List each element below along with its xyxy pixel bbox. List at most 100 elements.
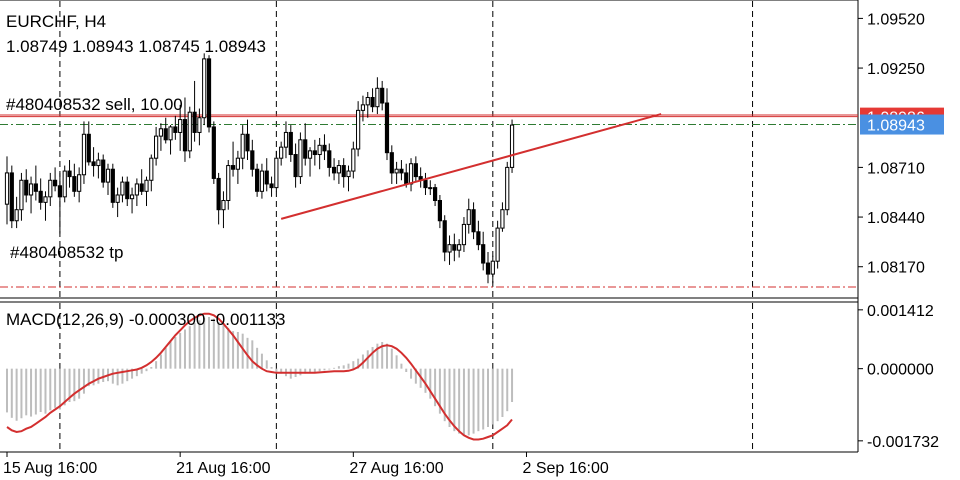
candle-body (370, 96, 375, 108)
time-tick-label: 15 Aug 16:00 (3, 460, 97, 477)
candle-body (14, 209, 19, 222)
candle-body (158, 128, 164, 137)
candle (125, 176, 130, 207)
candle (505, 161, 510, 216)
candle (432, 183, 438, 207)
candle (38, 178, 43, 210)
candle (250, 139, 255, 177)
price-tick-label: 1.09520 (867, 11, 925, 28)
price-tick-label: 1.08710 (867, 160, 925, 177)
candle (226, 160, 231, 210)
candle-body (505, 166, 510, 211)
price-tick-label: 1.08440 (867, 210, 925, 227)
candle-body (481, 244, 486, 264)
candle-body (134, 183, 139, 196)
candle-body (457, 244, 462, 251)
candle-body (288, 131, 293, 156)
candle (500, 202, 505, 232)
candle-body (404, 172, 409, 185)
macd-label: MACD(12,26,9) -0.000300 -0.001133 (6, 310, 285, 329)
candle (197, 108, 202, 146)
bid-price-badge (860, 114, 944, 135)
candle-body (356, 109, 361, 150)
candle-body (399, 168, 404, 174)
candle (187, 106, 192, 159)
candle (33, 165, 38, 201)
candle (288, 125, 293, 162)
candle (173, 115, 178, 140)
candle-body (485, 262, 491, 275)
candle-body (413, 163, 418, 178)
trendline-layer[interactable] (280, 113, 662, 220)
trendline[interactable] (280, 113, 662, 220)
candle (149, 154, 154, 192)
candle (370, 88, 375, 113)
macd-tick-label: 0.001412 (867, 303, 934, 320)
price-axis: 1.09520 1.09250 1.08710 1.08440 1.08170 (858, 11, 925, 277)
candle (423, 172, 428, 195)
candle-body (202, 58, 207, 119)
candle-body (461, 223, 467, 246)
candle-body (384, 102, 390, 154)
price-badges: 1.089861.08943 (860, 107, 944, 135)
time-tick-label: 2 Sep 16:00 (522, 460, 608, 477)
candle-body (168, 126, 173, 141)
candle (182, 97, 188, 162)
candle-body (216, 177, 221, 211)
candle-body (28, 183, 34, 196)
symbol-label: EURCHF, H4 (6, 12, 106, 31)
candle (105, 163, 111, 195)
candle (19, 172, 24, 221)
time-tick-label: 27 Aug 16:00 (349, 460, 443, 477)
candle-body (163, 128, 168, 141)
candle (317, 137, 322, 170)
candle (293, 143, 298, 188)
candle (384, 88, 390, 161)
price-tick-label: 1.09250 (867, 61, 925, 78)
candle-body (197, 117, 202, 133)
candle (428, 180, 433, 195)
candle-body (375, 87, 380, 108)
candle-body (33, 183, 38, 192)
candle (139, 169, 144, 195)
pane-frames (0, 0, 859, 453)
candle-body (182, 119, 188, 152)
candle (163, 117, 168, 144)
candle-body (9, 172, 14, 222)
candle (43, 191, 48, 221)
candle (158, 123, 164, 151)
candle-body (221, 200, 226, 211)
candle (264, 158, 269, 192)
candle (461, 217, 467, 253)
candle-body (67, 170, 72, 178)
candle-body (500, 209, 505, 229)
candle-body (408, 163, 414, 185)
candle-body (81, 133, 87, 176)
candle-body (57, 185, 63, 198)
candle-body (38, 190, 43, 203)
candle (485, 252, 491, 284)
candle-body (283, 131, 289, 148)
candle (48, 172, 53, 207)
candle-body (341, 165, 346, 178)
candlestick-series (4, 53, 515, 284)
candle (327, 143, 332, 177)
candle-body (447, 244, 452, 253)
macd-signal-layer (6, 312, 513, 441)
candle-body (105, 168, 111, 183)
candle (202, 53, 207, 126)
candle-body (471, 209, 476, 233)
candle (471, 202, 476, 240)
candle-body (274, 157, 279, 189)
candle (67, 160, 72, 188)
candle (134, 178, 139, 207)
candle-body (187, 111, 192, 152)
candle-body (101, 159, 106, 183)
candle (509, 119, 515, 173)
candle (235, 150, 240, 184)
candle (110, 163, 115, 208)
candle (14, 196, 19, 229)
candle-body (317, 144, 322, 156)
candle (365, 91, 370, 118)
candle (206, 55, 212, 133)
